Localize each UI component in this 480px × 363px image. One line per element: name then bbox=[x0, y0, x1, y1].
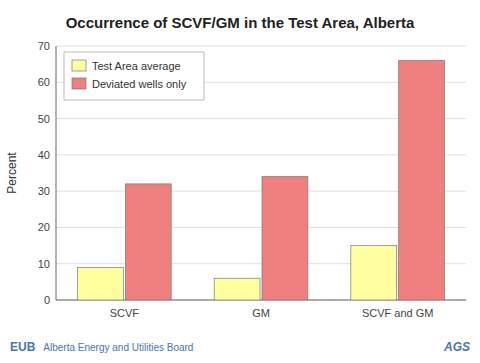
y-axis: 0 10 20 30 40 50 60 70 bbox=[38, 40, 466, 306]
y-tick-label: 20 bbox=[38, 221, 50, 233]
y-tick-label: 50 bbox=[38, 113, 50, 125]
y-tick-label: 30 bbox=[38, 185, 50, 197]
legend-swatch bbox=[72, 60, 86, 71]
legend-label: Test Area average bbox=[92, 60, 181, 72]
legend-swatch bbox=[72, 78, 86, 89]
bar bbox=[214, 278, 260, 300]
bar bbox=[399, 61, 445, 300]
annotation: Alberta Energy and Utilities Board bbox=[43, 342, 193, 353]
grid-line bbox=[56, 46, 466, 47]
annotation: EUB bbox=[10, 340, 36, 354]
y-tick-label: 10 bbox=[38, 258, 50, 270]
annotation: AGS bbox=[443, 340, 470, 354]
x-tick-label: SCVF bbox=[110, 307, 140, 319]
legend-label: Deviated wells only bbox=[92, 78, 187, 90]
y-axis-label: Percent bbox=[5, 152, 19, 194]
x-tick-label: GM bbox=[252, 307, 270, 319]
chart-svg: Occurrence of SCVF/GM in the Test Area, … bbox=[0, 0, 480, 363]
y-tick-label: 40 bbox=[38, 149, 50, 161]
legend: Test Area average Deviated wells only bbox=[64, 52, 204, 100]
bar bbox=[262, 177, 308, 300]
y-axis-line bbox=[56, 46, 57, 300]
chart-title: Occurrence of SCVF/GM in the Test Area, … bbox=[66, 14, 415, 31]
bar bbox=[351, 246, 397, 300]
bar bbox=[78, 267, 124, 300]
bar bbox=[125, 184, 171, 300]
chart-container: Occurrence of SCVF/GM in the Test Area, … bbox=[0, 0, 480, 363]
y-tick-label: 60 bbox=[38, 76, 50, 88]
y-tick-label: 0 bbox=[44, 294, 50, 306]
x-tick-label: SCVF and GM bbox=[362, 307, 434, 319]
y-tick-label: 70 bbox=[38, 40, 50, 52]
legend-box bbox=[64, 52, 204, 100]
